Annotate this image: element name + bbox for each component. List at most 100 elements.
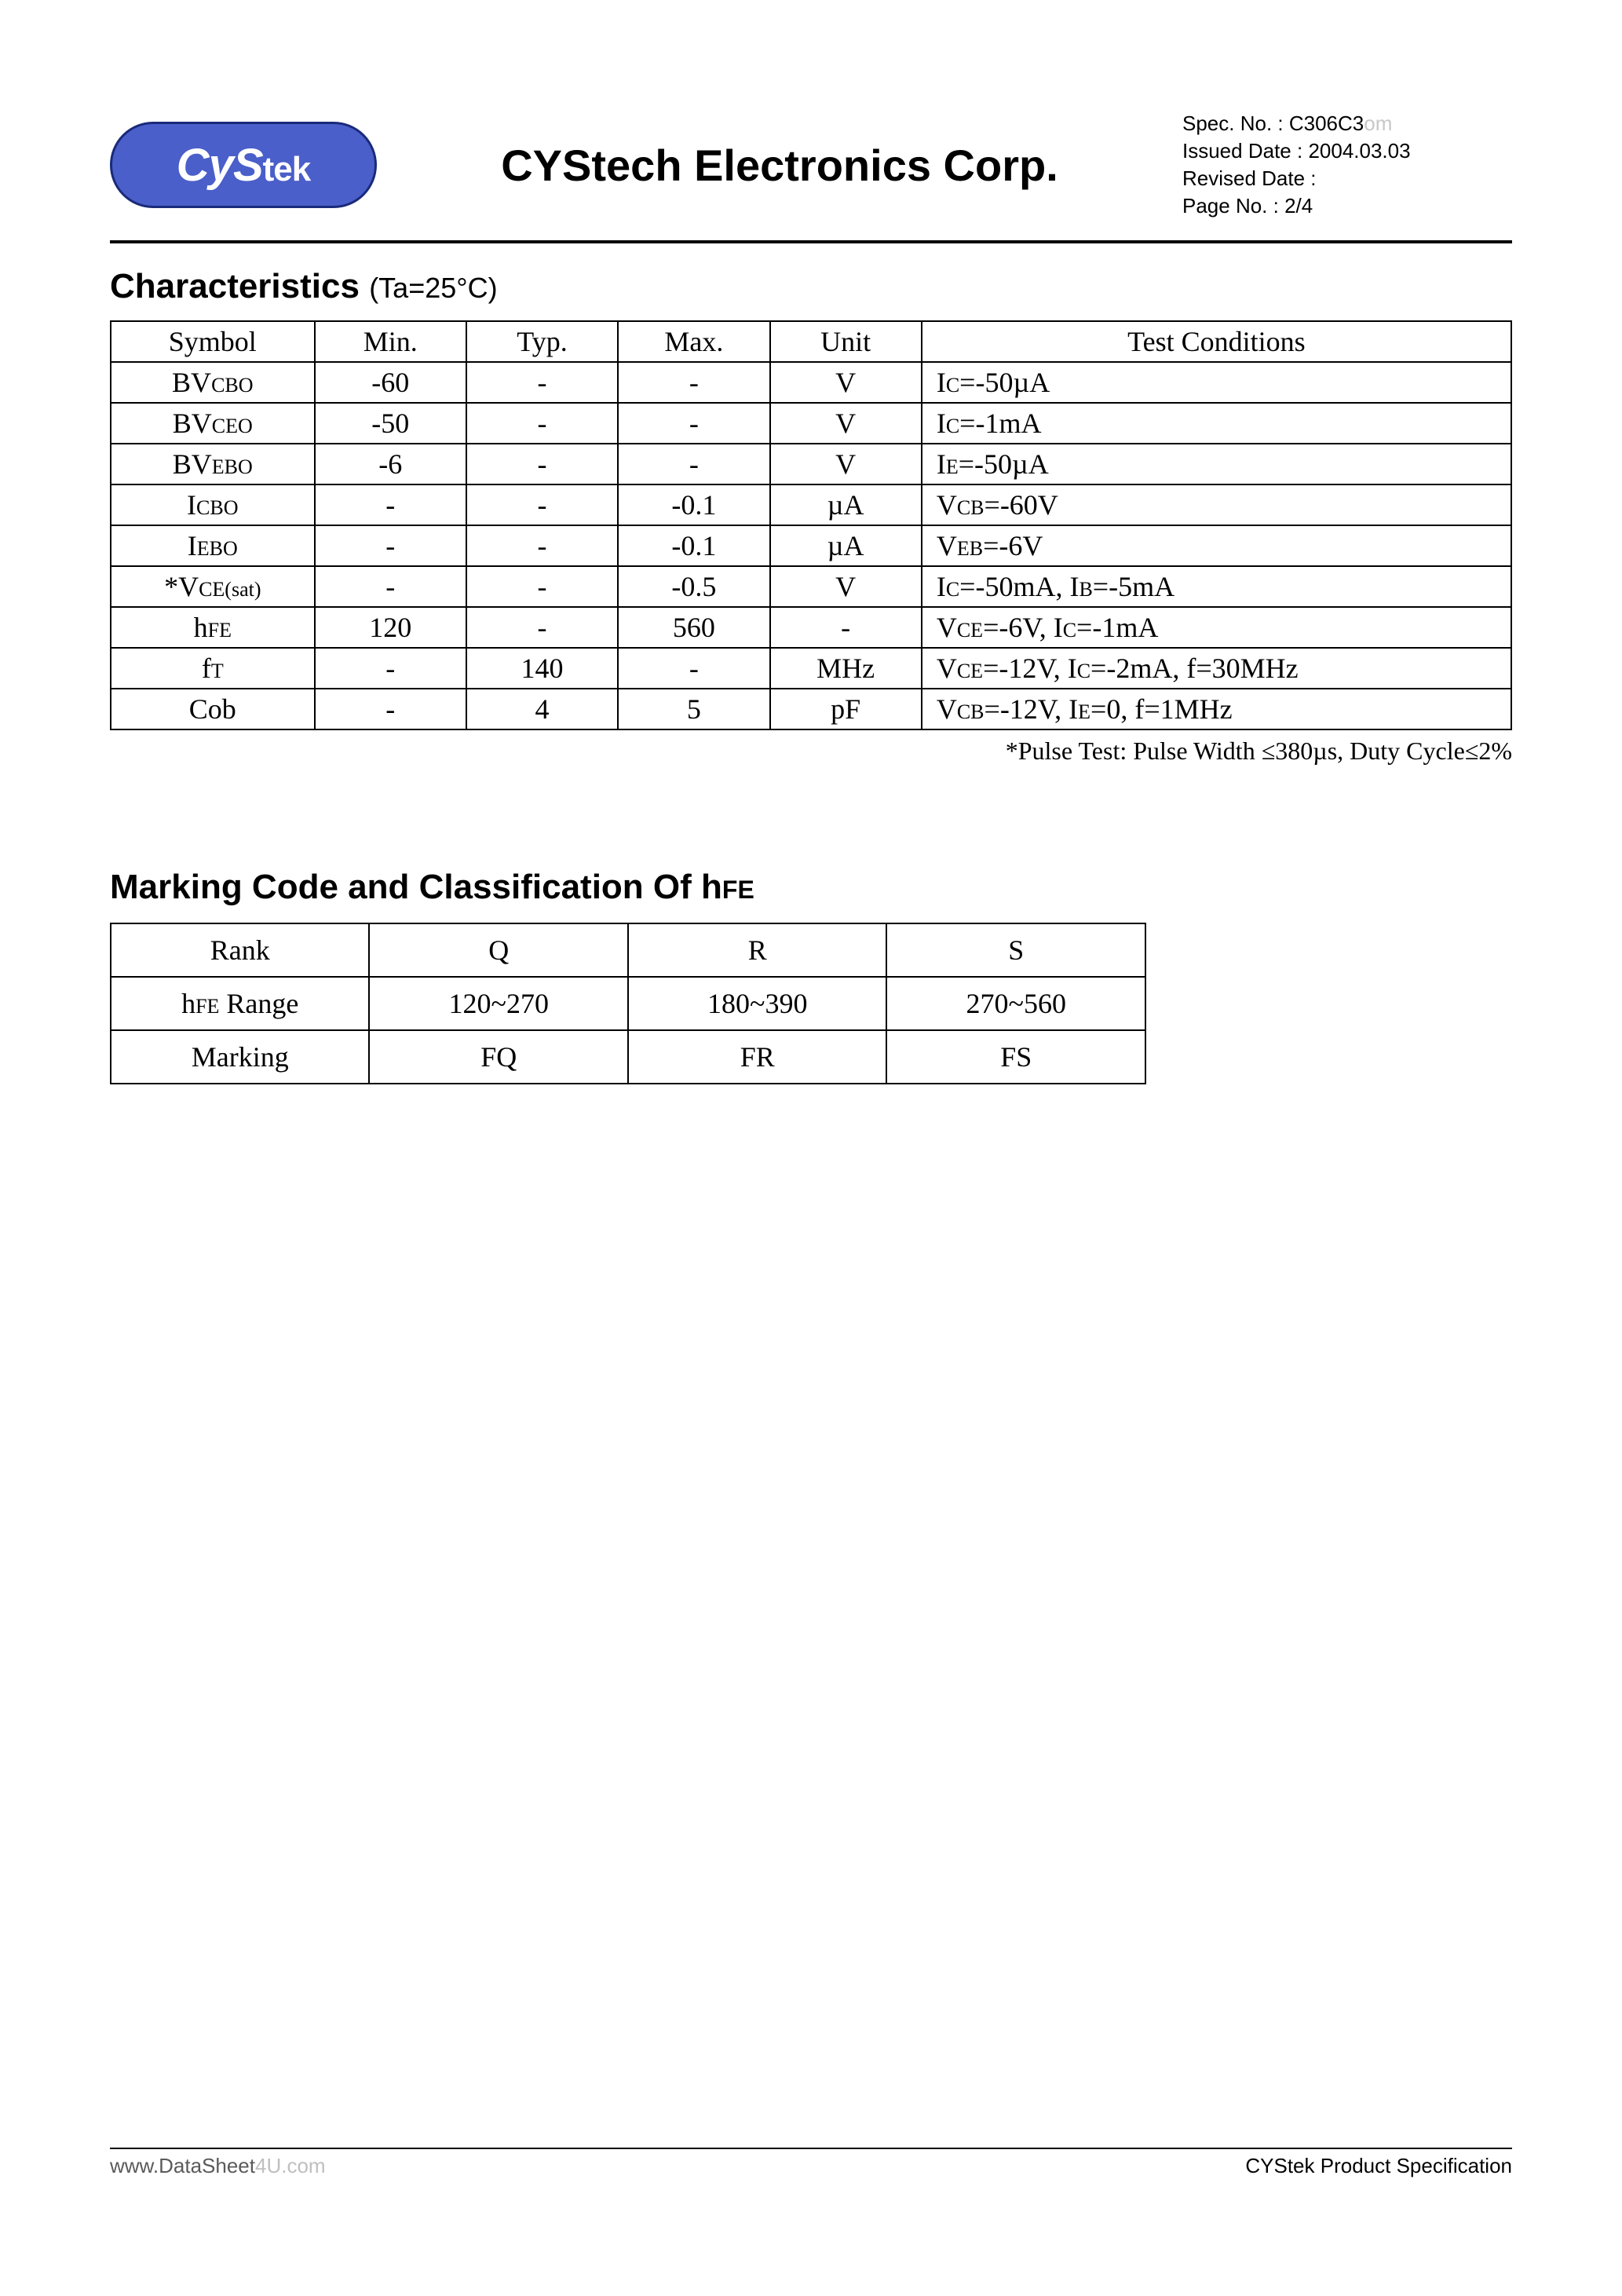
- range-label-text: hFE Range: [181, 988, 298, 1019]
- logo: CyStek: [110, 122, 377, 208]
- marking-r: FR: [628, 1030, 887, 1084]
- spec-line: Spec. No. : C306C3om: [1182, 110, 1512, 137]
- table-row: BVCEO-50--VIC=-1mA: [111, 403, 1511, 444]
- characteristics-title: Characteristics: [110, 267, 360, 305]
- cell-unit: -: [770, 607, 922, 648]
- marking-title-fe: FE: [722, 876, 754, 904]
- cell-unit: V: [770, 362, 922, 403]
- cell-symbol: BVCEO: [111, 403, 315, 444]
- cell-symbol: BVCBO: [111, 362, 315, 403]
- cell-cond: VCB=-12V, IE=0, f=1MHz: [922, 689, 1511, 729]
- cell-symbol: fT: [111, 648, 315, 689]
- cell-typ: -: [466, 607, 618, 648]
- logo-tek: tek: [263, 150, 311, 188]
- characteristics-table: Symbol Min. Typ. Max. Unit Test Conditio…: [110, 320, 1512, 730]
- range-label: hFE Range: [111, 977, 369, 1030]
- cell-cond: IC=-1mA: [922, 403, 1511, 444]
- table-row: hFE120-560-VCE=-6V, IC=-1mA: [111, 607, 1511, 648]
- header: CyStek CYStech Electronics Corp. Spec. N…: [110, 110, 1512, 236]
- marking-heading: Marking Code and Classification Of hFE: [110, 868, 1512, 907]
- cell-max: 560: [618, 607, 769, 648]
- col-typ: Typ.: [466, 321, 618, 362]
- cell-symbol: BVEBO: [111, 444, 315, 484]
- cell-min: -: [315, 566, 466, 607]
- cell-min: -: [315, 648, 466, 689]
- header-meta: Spec. No. : C306C3om Issued Date : 2004.…: [1182, 110, 1512, 220]
- cell-symbol: ICBO: [111, 484, 315, 525]
- pulse-test-note: *Pulse Test: Pulse Width ≤380µs, Duty Cy…: [110, 737, 1512, 766]
- cell-cond: VCB=-60V: [922, 484, 1511, 525]
- cell-cond: VEB=-6V: [922, 525, 1511, 566]
- spec-value: C306C3: [1289, 112, 1364, 135]
- cell-unit: µA: [770, 525, 922, 566]
- col-max: Max.: [618, 321, 769, 362]
- rank-r: R: [628, 923, 887, 977]
- table-row: Cob-45pFVCB=-12V, IE=0, f=1MHz: [111, 689, 1511, 729]
- marking-label: Marking: [111, 1030, 369, 1084]
- cell-typ: -: [466, 444, 618, 484]
- table-row: IEBO---0.1µAVEB=-6V: [111, 525, 1511, 566]
- cell-cond: VCE=-12V, IC=-2mA, f=30MHz: [922, 648, 1511, 689]
- range-row: hFE Range 120~270 180~390 270~560: [111, 977, 1145, 1030]
- page-content: CyStek CYStech Electronics Corp. Spec. N…: [110, 110, 1512, 1084]
- cell-unit: µA: [770, 484, 922, 525]
- table-row: fT-140-MHzVCE=-12V, IC=-2mA, f=30MHz: [111, 648, 1511, 689]
- range-s: 270~560: [886, 977, 1145, 1030]
- cell-unit: V: [770, 444, 922, 484]
- cell-min: -6: [315, 444, 466, 484]
- company-title: CYStech Electronics Corp.: [400, 140, 1159, 191]
- cell-max: -0.1: [618, 484, 769, 525]
- range-q: 120~270: [369, 977, 628, 1030]
- cell-min: -60: [315, 362, 466, 403]
- col-symbol: Symbol: [111, 321, 315, 362]
- page-value: 2/4: [1284, 194, 1313, 218]
- cell-min: -: [315, 484, 466, 525]
- rank-s: S: [886, 923, 1145, 977]
- marking-s: FS: [886, 1030, 1145, 1084]
- table-row: *VCE(sat)---0.5VIC=-50mA, IB=-5mA: [111, 566, 1511, 607]
- table-row: ICBO---0.1µAVCB=-60V: [111, 484, 1511, 525]
- characteristics-subtitle: (Ta=25°C): [369, 272, 497, 304]
- cell-typ: -: [466, 403, 618, 444]
- cell-typ: -: [466, 362, 618, 403]
- cell-unit: V: [770, 403, 922, 444]
- spec-label: Spec. No. :: [1182, 112, 1284, 135]
- rank-label: Rank: [111, 923, 369, 977]
- table-row: BVEBO-6--VIE=-50µA: [111, 444, 1511, 484]
- cell-symbol: IEBO: [111, 525, 315, 566]
- revised-label: Revised Date :: [1182, 166, 1317, 190]
- cell-max: -: [618, 362, 769, 403]
- rank-q: Q: [369, 923, 628, 977]
- cell-typ: -: [466, 566, 618, 607]
- cell-min: -: [315, 525, 466, 566]
- header-rule: [110, 240, 1512, 243]
- cell-unit: pF: [770, 689, 922, 729]
- characteristics-tbody: BVCBO-60--VIC=-50µABVCEO-50--VIC=-1mABVE…: [111, 362, 1511, 729]
- marking-title-main: Marking Code and Classification Of h: [110, 868, 722, 906]
- marking-row: Marking FQ FR FS: [111, 1030, 1145, 1084]
- cell-min: -: [315, 689, 466, 729]
- logo-s: S: [233, 140, 263, 191]
- spec-faded: om: [1364, 112, 1392, 135]
- cell-typ: 140: [466, 648, 618, 689]
- cell-max: -: [618, 648, 769, 689]
- cell-cond: IC=-50mA, IB=-5mA: [922, 566, 1511, 607]
- issued-line: Issued Date : 2004.03.03: [1182, 137, 1512, 165]
- range-r: 180~390: [628, 977, 887, 1030]
- cell-typ: 4: [466, 689, 618, 729]
- cell-max: -0.1: [618, 525, 769, 566]
- cell-symbol: Cob: [111, 689, 315, 729]
- issued-value: 2004.03.03: [1308, 139, 1410, 163]
- footer-right: CYStek Product Specification: [1245, 2154, 1512, 2178]
- cell-cond: IE=-50µA: [922, 444, 1511, 484]
- cell-max: -: [618, 444, 769, 484]
- revised-line: Revised Date :: [1182, 165, 1512, 192]
- cell-unit: MHz: [770, 648, 922, 689]
- col-unit: Unit: [770, 321, 922, 362]
- logo-cy: Cy: [177, 140, 233, 191]
- table-header-row: Symbol Min. Typ. Max. Unit Test Conditio…: [111, 321, 1511, 362]
- cell-typ: -: [466, 484, 618, 525]
- cell-typ: -: [466, 525, 618, 566]
- cell-max: -0.5: [618, 566, 769, 607]
- page-label: Page No. :: [1182, 194, 1279, 218]
